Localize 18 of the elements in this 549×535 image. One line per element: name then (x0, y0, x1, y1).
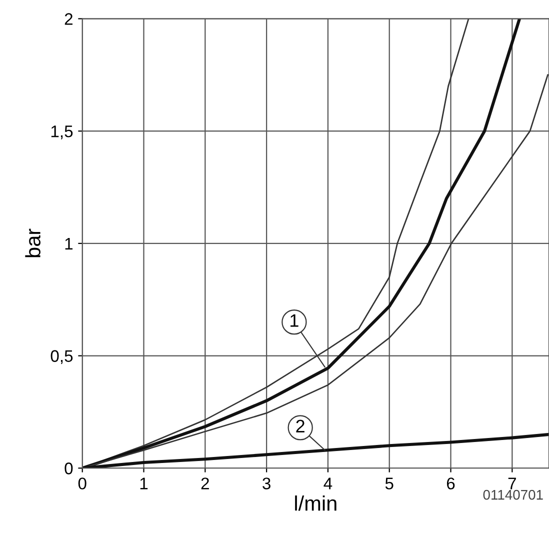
x-tick-label: 2 (201, 478, 209, 490)
y-axis-title: bar (25, 228, 40, 258)
y-tick-label: 1 (65, 238, 73, 250)
x-tick-label: 7 (508, 478, 516, 490)
x-tick-label: 0 (78, 478, 86, 490)
y-tick-label: 0 (64, 462, 73, 474)
x-tick-label: 4 (324, 478, 332, 490)
y-tick-label: 2 (64, 13, 72, 25)
y-tick-label: 0,5 (50, 350, 73, 364)
x-tick-label: 5 (385, 478, 394, 490)
annotation: 2 (296, 420, 304, 432)
annotation: 1 (290, 314, 298, 327)
text: 01140701 (483, 490, 543, 500)
x-axis-title: l/min (295, 495, 336, 511)
x-tick-label: 6 (446, 478, 455, 490)
y-tick-label: 1,5 (51, 126, 73, 140)
x-tick-label: 1 (140, 478, 148, 490)
x-tick-label: 3 (262, 478, 270, 490)
